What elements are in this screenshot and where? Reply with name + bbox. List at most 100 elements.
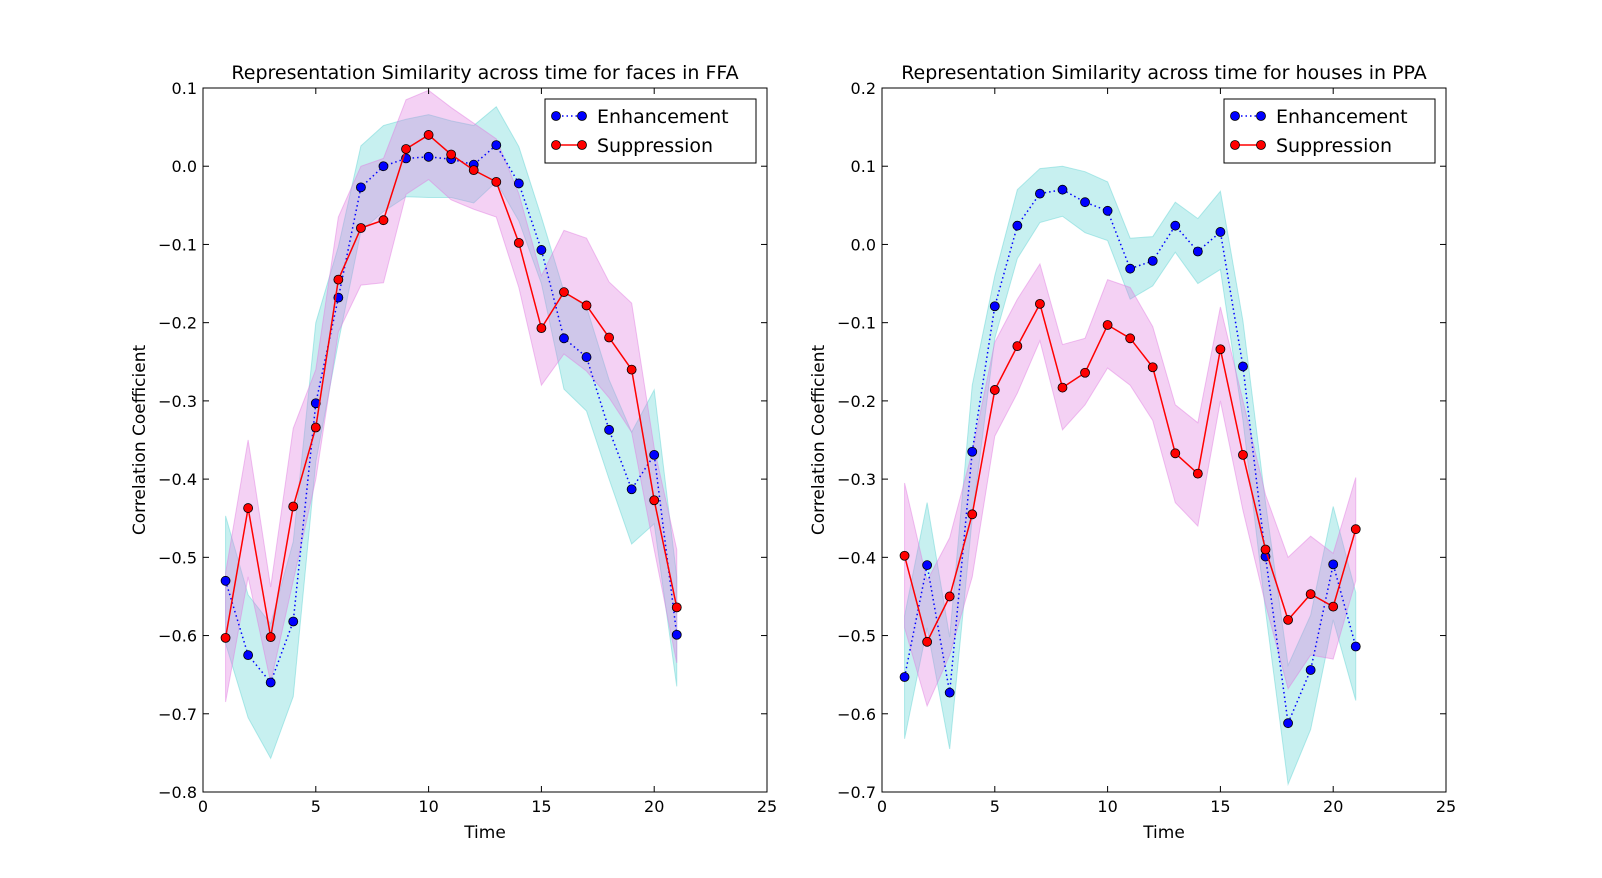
data-point-enhancement: [604, 424, 614, 435]
data-point-enhancement: [967, 446, 978, 457]
data-point-enhancement: [922, 560, 933, 571]
x-tick-label: 25: [757, 797, 777, 816]
y-tick-label: 0.0: [172, 157, 197, 176]
data-point-suppression: [1192, 468, 1203, 479]
legend-marker-enhancement: [1256, 111, 1266, 121]
confidence-band-suppression: [225, 89, 678, 703]
x-tick-label: 0: [877, 797, 887, 816]
data-point-suppression: [491, 176, 502, 187]
x-tick-label: 5: [311, 797, 321, 816]
data-point-enhancement: [1328, 559, 1339, 570]
x-tick-label: 20: [1323, 797, 1343, 816]
y-tick-label: −0.4: [158, 470, 197, 489]
y-tick-label: −0.6: [837, 705, 876, 724]
legend: Enhancement Suppression: [544, 98, 757, 164]
y-tick-label: −0.7: [837, 783, 876, 802]
data-point-suppression: [220, 633, 231, 643]
legend-marker-enhancement: [577, 111, 587, 121]
data-point-enhancement: [626, 484, 637, 495]
x-tick-label: 0: [198, 797, 208, 816]
x-tick-label: 5: [990, 797, 1000, 816]
data-point-suppression: [604, 332, 614, 343]
data-point-enhancement: [288, 616, 299, 627]
y-tick-label: −0.1: [158, 235, 197, 254]
axes-frame: [202, 87, 768, 793]
y-tick-label: 0.1: [851, 157, 876, 176]
y-tick-label: −0.3: [158, 392, 197, 411]
data-point-suppression: [559, 287, 569, 298]
legend-label-enhancement: Enhancement: [597, 106, 729, 128]
data-point-enhancement: [649, 449, 660, 460]
data-point-suppression: [288, 501, 299, 512]
data-point-enhancement: [1035, 188, 1045, 199]
data-point-enhancement: [559, 333, 569, 344]
chart-title: Representation Similarity across time fo…: [901, 62, 1427, 84]
data-point-enhancement: [356, 182, 366, 193]
legend-label-enhancement: Enhancement: [1276, 106, 1408, 128]
data-point-suppression: [1328, 601, 1339, 612]
x-axis-label: Time: [463, 823, 506, 843]
data-point-enhancement: [1170, 220, 1181, 231]
x-tick-label: 25: [1436, 797, 1456, 816]
data-point-suppression: [536, 323, 547, 334]
data-point-suppression: [1012, 341, 1023, 352]
x-tick-label: 10: [1097, 797, 1117, 816]
data-point-suppression: [899, 550, 910, 561]
y-axis-label: Correlation Coefficient: [130, 345, 150, 536]
data-point-enhancement: [581, 352, 592, 362]
data-point-enhancement: [1350, 641, 1361, 652]
legend-marker-suppression: [577, 140, 587, 150]
legend-label-suppression: Suppression: [597, 135, 713, 157]
y-tick-label: −0.8: [158, 783, 197, 802]
y-tick-label: −0.5: [158, 548, 197, 567]
data-point-enhancement: [1102, 205, 1113, 216]
data-point-suppression: [468, 165, 479, 176]
data-point-enhancement: [220, 575, 231, 586]
y-tick-label: 0.1: [172, 79, 197, 98]
data-point-enhancement: [989, 301, 1000, 312]
x-tick-label: 15: [531, 797, 551, 816]
y-tick-label: −0.2: [158, 314, 197, 333]
legend-marker-enhancement: [551, 111, 561, 121]
data-point-enhancement: [536, 245, 547, 255]
data-point-suppression: [1057, 382, 1068, 393]
axes-frame: [881, 87, 1447, 793]
data-point-enhancement: [1125, 263, 1136, 274]
data-point-suppression: [1305, 589, 1316, 599]
data-point-suppression: [1238, 449, 1248, 460]
data-point-enhancement: [671, 629, 682, 640]
data-point-enhancement: [1147, 255, 1158, 266]
data-point-suppression: [423, 130, 434, 140]
legend-marker-suppression: [1230, 140, 1240, 150]
data-point-enhancement: [423, 151, 434, 162]
data-point-suppression: [1125, 333, 1136, 344]
data-point-suppression: [1215, 344, 1226, 355]
legend: Enhancement Suppression: [1223, 98, 1436, 164]
legend-box: [1223, 98, 1436, 164]
data-point-suppression: [581, 300, 592, 311]
data-point-suppression: [1350, 524, 1361, 535]
y-tick-label: 0.2: [851, 79, 876, 98]
x-tick-label: 20: [644, 797, 664, 816]
data-point-enhancement: [1080, 197, 1090, 208]
data-point-enhancement: [1238, 361, 1248, 372]
confidence-band-enhancement: [904, 165, 1357, 787]
y-tick-label: 0.0: [851, 235, 876, 254]
data-point-suppression: [671, 602, 682, 613]
data-point-suppression: [649, 495, 660, 506]
data-point-enhancement: [1305, 665, 1316, 675]
data-point-suppression: [967, 509, 978, 520]
data-point-suppression: [333, 274, 344, 285]
x-tick-label: 15: [1210, 797, 1230, 816]
data-point-enhancement: [944, 687, 955, 698]
data-point-suppression: [989, 385, 1000, 395]
data-point-enhancement: [265, 677, 276, 688]
data-point-suppression: [626, 364, 637, 375]
data-point-suppression: [1147, 362, 1158, 373]
y-tick-label: −0.3: [837, 470, 876, 489]
data-point-enhancement: [1057, 184, 1068, 195]
data-point-suppression: [1170, 448, 1181, 459]
data-point-suppression: [265, 632, 276, 643]
data-point-suppression: [1102, 320, 1113, 330]
